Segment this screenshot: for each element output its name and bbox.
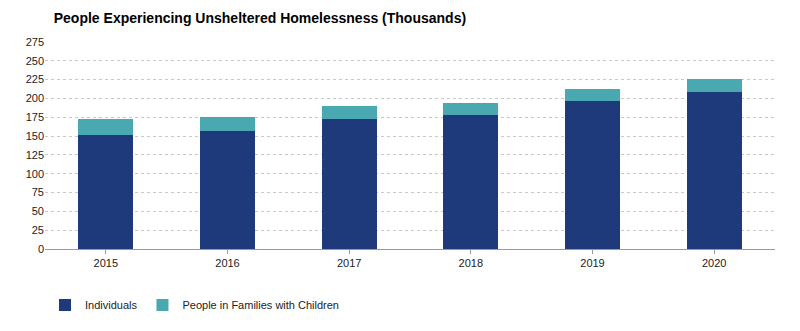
svg-text:275: 275 (26, 36, 44, 48)
svg-text:2015: 2015 (94, 257, 118, 269)
svg-text:2016: 2016 (215, 257, 239, 269)
svg-text:People in Families with Childr: People in Families with Children (182, 299, 339, 311)
svg-text:150: 150 (26, 130, 44, 142)
svg-text:225: 225 (26, 73, 44, 85)
svg-text:Individuals: Individuals (85, 299, 137, 311)
svg-text:People Experiencing Unsheltere: People Experiencing Unsheltered Homeless… (54, 10, 466, 26)
svg-text:175: 175 (26, 111, 44, 123)
svg-text:2020: 2020 (702, 257, 726, 269)
svg-text:0: 0 (38, 243, 44, 255)
svg-text:2019: 2019 (580, 257, 604, 269)
svg-text:25: 25 (32, 224, 44, 236)
svg-text:200: 200 (26, 92, 44, 104)
svg-text:100: 100 (26, 168, 44, 180)
svg-text:125: 125 (26, 149, 44, 161)
svg-text:50: 50 (32, 205, 44, 217)
svg-text:250: 250 (26, 55, 44, 67)
svg-text:75: 75 (32, 186, 44, 198)
svg-text:2017: 2017 (337, 257, 361, 269)
svg-text:2018: 2018 (459, 257, 483, 269)
